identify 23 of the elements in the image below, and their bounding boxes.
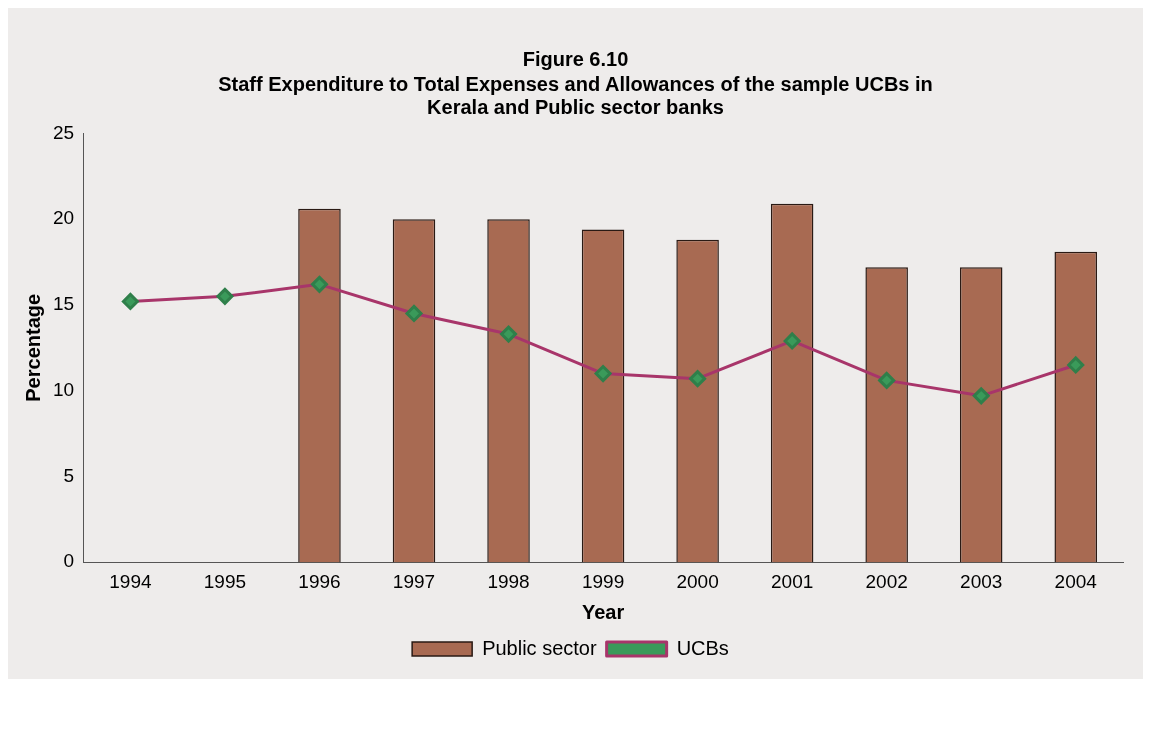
- y-tick-label: 25: [52, 121, 75, 143]
- x-tick-label: 1996: [298, 570, 341, 592]
- legend-label: Public sector: [482, 636, 597, 659]
- y-tick-label: 20: [52, 207, 75, 229]
- x-tick-label: 2003: [960, 570, 1003, 592]
- x-tick-label: 2004: [1054, 570, 1098, 592]
- x-axis-title: Year: [581, 600, 625, 623]
- y-axis-title: Percentage: [21, 293, 44, 402]
- x-tick-label: 1997: [392, 570, 436, 592]
- x-tick-label: 2002: [865, 570, 908, 592]
- y-tick-label: 15: [52, 293, 75, 315]
- y-tick-label: 0: [63, 550, 75, 572]
- chart-subtitle: Staff Expenditure to Total Expenses and Allowances of the sample UCBs in Kerala and Public sector banks: [217, 73, 934, 119]
- x-tick-label: 1998: [487, 570, 530, 592]
- x-tick-label: 1995: [203, 570, 247, 592]
- x-tick-label: 2001: [770, 570, 814, 592]
- x-tick-label: 1994: [109, 570, 152, 592]
- legend-label: UCBs: [676, 636, 729, 659]
- x-tick-label: 2000: [676, 570, 719, 592]
- x-tick-label: 1999: [581, 570, 625, 592]
- y-tick-label: 5: [63, 464, 75, 486]
- y-tick-label: 10: [52, 378, 75, 400]
- chart-title: Figure 6.10: [521, 47, 630, 71]
